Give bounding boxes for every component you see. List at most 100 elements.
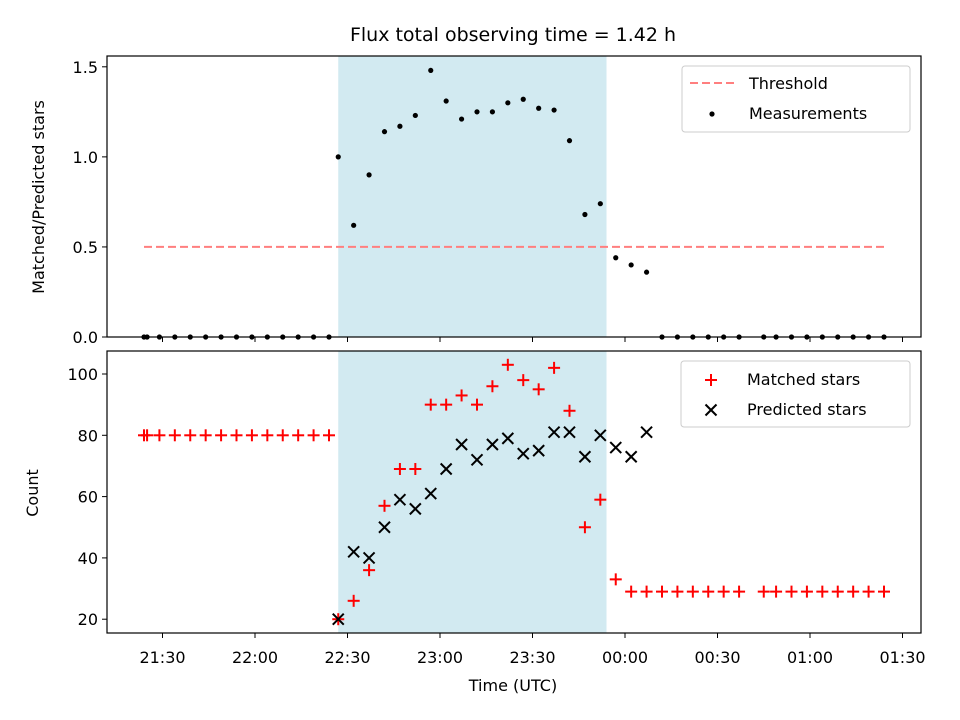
matched-stars-point — [517, 374, 530, 387]
legend-box — [680, 360, 911, 428]
predicted-stars-point — [594, 429, 607, 442]
predicted-stars-point — [347, 545, 360, 558]
measurement-point — [381, 129, 388, 135]
matched-stars-point — [307, 429, 320, 442]
matched-stars-point — [640, 585, 653, 598]
predicted-stars-point — [470, 453, 484, 467]
x-stroke-b — [501, 432, 515, 445]
matched-stars-point — [230, 429, 243, 442]
measurement-point — [551, 107, 557, 113]
matched-stars-point — [625, 585, 638, 598]
measurement-point — [351, 222, 357, 228]
y-tick-label: 0.0 — [73, 328, 98, 347]
measurement-point — [628, 262, 634, 268]
x-tick-label: 00:00 — [602, 648, 648, 667]
predicted-stars-point — [624, 450, 638, 463]
observing-window-span — [338, 56, 607, 337]
top-panel-y-axis-label: Matched/Predicted stars — [29, 100, 48, 294]
x-stroke-b — [563, 426, 576, 439]
matched-stars-point — [563, 404, 576, 417]
y-tick-label: 0.5 — [73, 238, 98, 257]
predicted-stars-point — [393, 493, 407, 506]
x-stroke-b — [578, 450, 592, 463]
predicted-stars-point — [409, 502, 422, 516]
x-tick-label: 01:30 — [879, 648, 925, 667]
y-tick-label: 1.5 — [73, 58, 98, 77]
measurement-point — [597, 201, 603, 207]
predicted-stars-point — [501, 432, 515, 445]
legend-measurements-swatch — [709, 111, 715, 117]
matched-stars-point — [501, 358, 514, 371]
measurement-point — [397, 123, 403, 129]
figure-title: Flux total observing time = 1.42 h — [350, 24, 676, 46]
axes-frame — [106, 350, 922, 634]
matched-stars-point — [594, 493, 607, 506]
measurement-point — [458, 116, 465, 122]
predicted-stars-point — [609, 441, 622, 454]
matched-stars-point — [862, 585, 875, 598]
legend-measurements-label: Measurements — [749, 104, 867, 123]
top-panel-legend: Threshold Measurements — [681, 65, 911, 133]
x-stroke-b — [409, 502, 422, 516]
x-stroke-b — [424, 487, 437, 500]
legend-predicted-swatch — [704, 403, 718, 417]
matched-stars-point — [153, 429, 166, 442]
measurement-point — [366, 172, 372, 178]
top-panel-background — [338, 56, 607, 337]
x-stroke-b — [532, 444, 545, 457]
x-tick-label: 01:00 — [787, 648, 833, 667]
predicted-stars-point — [532, 444, 545, 457]
predicted-stars-point — [578, 450, 592, 463]
matched-stars-point — [363, 564, 376, 577]
matched-stars-point — [671, 585, 684, 598]
bottom-panel-marks — [138, 358, 890, 626]
measurement-point — [582, 211, 588, 218]
measurement-point — [489, 109, 496, 115]
measurement-point — [566, 138, 573, 144]
predicted-stars-point — [332, 612, 345, 626]
y-tick-label: 60 — [78, 488, 98, 507]
predicted-stars-point — [517, 447, 530, 460]
y-tick-label: 80 — [78, 426, 98, 445]
measurement-point — [474, 109, 480, 115]
top-panel: 0.0 0.5 1.0 1.5 Matched/Predicted stars Thr… — [29, 55, 922, 347]
predicted-stars-point — [640, 426, 653, 439]
matched-stars-point — [686, 585, 699, 598]
x-stroke-b — [347, 545, 360, 558]
matched-stars-point — [168, 429, 181, 442]
matched-stars-point — [609, 573, 622, 586]
matched-stars-point — [733, 585, 746, 598]
measurement-point — [412, 112, 418, 119]
legend-box — [681, 65, 911, 133]
matched-stars-point — [378, 499, 391, 512]
measurement-point — [643, 269, 650, 275]
matched-stars-point — [424, 398, 437, 411]
x-stroke-b — [362, 551, 376, 565]
bottom-panel-y-axis-label: Count — [23, 469, 42, 517]
predicted-stars-point — [439, 462, 453, 476]
predicted-stars-point — [378, 521, 391, 534]
x-stroke-b — [470, 453, 484, 467]
x-tick-label: 23:00 — [417, 648, 463, 667]
y-tick-label: 1.0 — [73, 148, 98, 167]
predicted-stars-point — [547, 426, 561, 439]
x-tick-label: 22:00 — [232, 648, 278, 667]
matched-stars-point — [245, 429, 258, 442]
x-stroke-b — [378, 521, 391, 534]
measurement-point — [536, 105, 542, 111]
y-tick-label: 20 — [78, 610, 98, 629]
observing-window-span — [338, 351, 607, 633]
matched-stars-point — [347, 594, 360, 607]
bottom-panel-axes: 20 40 60 80 100 21:30 22:00 22:30 23:00 23:30 00:0… — [67, 350, 926, 667]
matched-stars-point — [878, 585, 890, 598]
x-tick-label: 21:30 — [139, 648, 185, 667]
measurement-point — [520, 96, 526, 102]
bottom-panel-legend: Matched stars Predicted stars — [680, 360, 911, 428]
top-panel-axes: 0.0 0.5 1.0 1.5 — [73, 55, 922, 347]
predicted-stars-point — [563, 426, 576, 439]
matched-stars-point — [800, 585, 813, 598]
measurement-point — [428, 67, 434, 74]
bottom-panel: 20 40 60 80 100 21:30 22:00 22:30 23:00 23:30 00:0… — [23, 350, 926, 667]
x-stroke-b — [609, 441, 622, 454]
matched-stars-point — [717, 585, 730, 598]
